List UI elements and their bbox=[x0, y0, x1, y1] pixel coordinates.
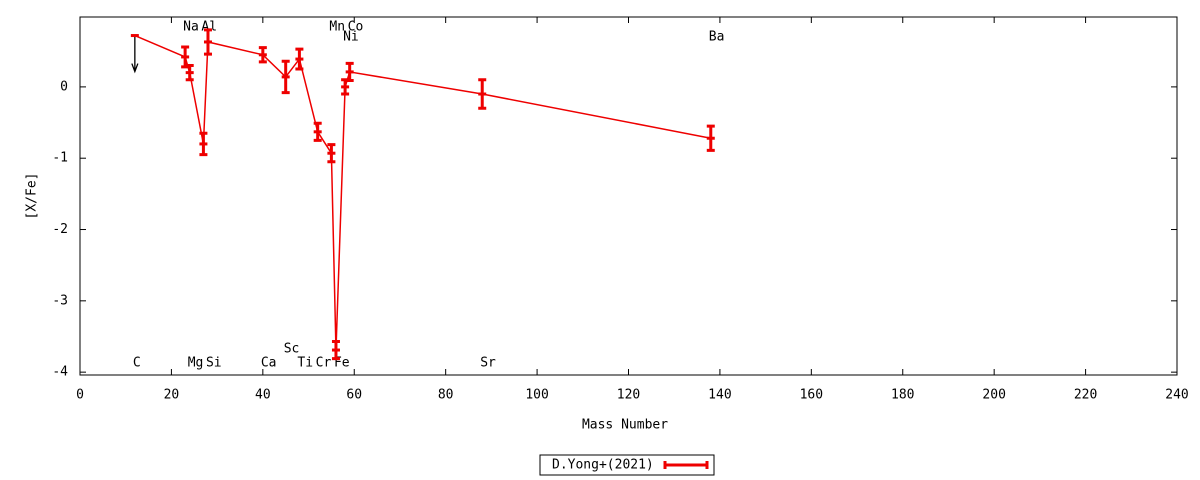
plot-frame bbox=[79, 16, 1178, 376]
element-label: Sr bbox=[480, 356, 496, 371]
x-tick-label: 180 bbox=[891, 388, 914, 403]
upper-limit-arrow bbox=[131, 35, 139, 74]
x-tick-label: 80 bbox=[438, 388, 454, 403]
element-label: Sc bbox=[284, 342, 300, 357]
element-label: Na bbox=[183, 20, 199, 35]
element-label: Co bbox=[348, 20, 364, 35]
element-label: Ti bbox=[297, 356, 313, 371]
x-tick-label: 160 bbox=[800, 388, 823, 403]
x-tick-label: 40 bbox=[255, 388, 271, 403]
element-label: Ba bbox=[709, 30, 725, 45]
x-tick-label: 100 bbox=[525, 388, 548, 403]
y-axis-label: [X/Fe] bbox=[25, 173, 40, 220]
x-tick-label: 20 bbox=[164, 388, 180, 403]
y-tick-label: -1 bbox=[52, 151, 68, 166]
y-tick-label: -4 bbox=[52, 365, 68, 380]
element-label: Mg bbox=[188, 356, 204, 371]
y-tick-label: 0 bbox=[60, 79, 68, 94]
x-tick-label: 0 bbox=[76, 388, 84, 403]
element-label: C bbox=[133, 356, 141, 371]
data-line bbox=[134, 34, 711, 351]
y-tick-label: -2 bbox=[52, 222, 68, 237]
element-label: Mn bbox=[329, 20, 345, 35]
element-label: Si bbox=[206, 356, 222, 371]
x-tick-label: 120 bbox=[617, 388, 640, 403]
x-tick-label: 60 bbox=[346, 388, 362, 403]
x-tick-label: 240 bbox=[1165, 388, 1188, 403]
x-axis-label: Mass Number bbox=[582, 418, 668, 433]
legend-box bbox=[539, 454, 715, 476]
x-tick-label: 140 bbox=[708, 388, 731, 403]
legend-swatch bbox=[663, 461, 709, 469]
x-tick-label: 220 bbox=[1074, 388, 1097, 403]
legend-label: D.Yong+(2021) bbox=[552, 458, 654, 473]
element-label: Ca bbox=[261, 356, 277, 371]
element-label: Ni bbox=[343, 30, 359, 45]
y-tick-label: -3 bbox=[52, 293, 68, 308]
element-label: Cr bbox=[316, 356, 332, 371]
x-tick-label: 200 bbox=[982, 388, 1005, 403]
